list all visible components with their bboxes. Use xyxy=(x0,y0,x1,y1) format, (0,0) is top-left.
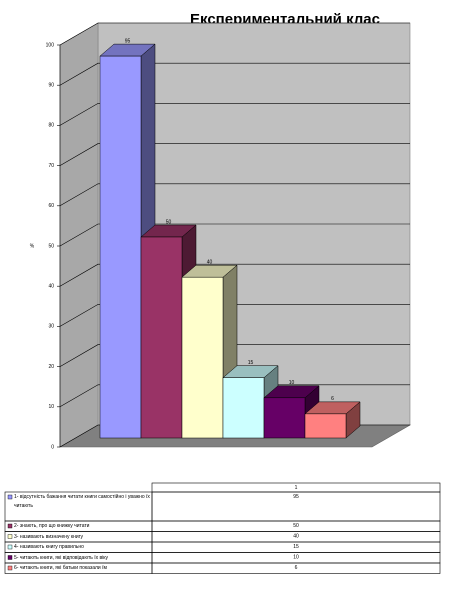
legend-text: 1- відсутність бажання читати книги само… xyxy=(14,494,150,509)
data-label: 40 xyxy=(207,260,213,266)
bar xyxy=(304,401,361,439)
legend-key xyxy=(7,494,13,500)
legend-entry: 1- відсутність бажання читати книги само… xyxy=(14,494,150,509)
grid-line xyxy=(59,103,410,126)
y-tick-label: 30 xyxy=(48,324,54,330)
legend-text: 2- знають, про що книжку читати xyxy=(14,523,90,529)
table-value: 40 xyxy=(293,533,299,539)
data-label: 50 xyxy=(166,219,172,225)
y-tick-label: 0 xyxy=(51,444,54,450)
bar-front xyxy=(222,377,265,439)
table-value: 10 xyxy=(293,554,299,560)
y-tick-label: 80 xyxy=(48,123,54,129)
legend-text: 3- називають визначену книгу xyxy=(14,533,83,540)
legend-key xyxy=(7,544,13,550)
y-tick-label: 50 xyxy=(48,243,54,249)
legend-text: 4- називають книгу правильно xyxy=(14,544,84,550)
grid-line xyxy=(59,263,410,287)
grid-line xyxy=(59,223,410,247)
bar-front xyxy=(99,55,142,439)
table-value: 95 xyxy=(293,494,299,500)
plot-area xyxy=(58,22,412,448)
legend-entry: 6- читають книги, які батьки показали їм xyxy=(14,565,107,571)
y-tick-label: 40 xyxy=(48,284,54,290)
y-tick-label: 10 xyxy=(48,404,54,410)
y-tick-label: 60 xyxy=(48,203,54,209)
data-label: 95 xyxy=(125,38,131,44)
table-value: 50 xyxy=(293,523,299,529)
table-cell xyxy=(151,562,441,574)
legend-entry: 4- називають книгу правильно xyxy=(14,544,84,550)
legend-entry: 3- називають визначену книгу xyxy=(14,533,83,540)
y-tick-label: 70 xyxy=(48,163,54,169)
data-label: 6 xyxy=(331,396,334,402)
legend-key xyxy=(7,523,13,529)
legend-key xyxy=(7,555,13,560)
legend-key xyxy=(7,565,13,571)
grid-line xyxy=(59,304,410,327)
data-label: 10 xyxy=(289,380,295,386)
grid-line xyxy=(59,22,410,46)
grid-line xyxy=(59,344,410,367)
grid-line xyxy=(59,62,410,86)
y-tick-label: 20 xyxy=(48,364,54,370)
legend-entry: 5- читають книги, які відповідають їх ві… xyxy=(14,554,109,561)
bar-front xyxy=(181,276,224,439)
bar-front xyxy=(140,236,183,439)
y-axis-label: % xyxy=(30,243,35,249)
data-table: 1- відсутність бажання читати книги само… xyxy=(4,482,441,574)
bar-front xyxy=(304,413,347,439)
y-tick-label: 90 xyxy=(48,83,54,89)
legend-text: 6- читають книги, які батьки показали їм xyxy=(14,565,107,571)
grid-line xyxy=(59,143,410,166)
table-value: 15 xyxy=(293,544,299,550)
bar-front xyxy=(263,397,306,439)
legend-key xyxy=(7,534,13,539)
series-name: 1 xyxy=(295,485,298,491)
table-value: 6 xyxy=(295,565,298,571)
data-label: 15 xyxy=(248,360,254,366)
legend-entry: 2- знають, про що книжку читати xyxy=(14,523,90,529)
grid-line xyxy=(59,384,410,408)
grid-line xyxy=(59,183,410,207)
bar xyxy=(222,365,279,439)
legend-text: 5- читають книги, які відповідають їх ві… xyxy=(14,554,109,561)
y-tick-label: 100 xyxy=(46,42,55,48)
